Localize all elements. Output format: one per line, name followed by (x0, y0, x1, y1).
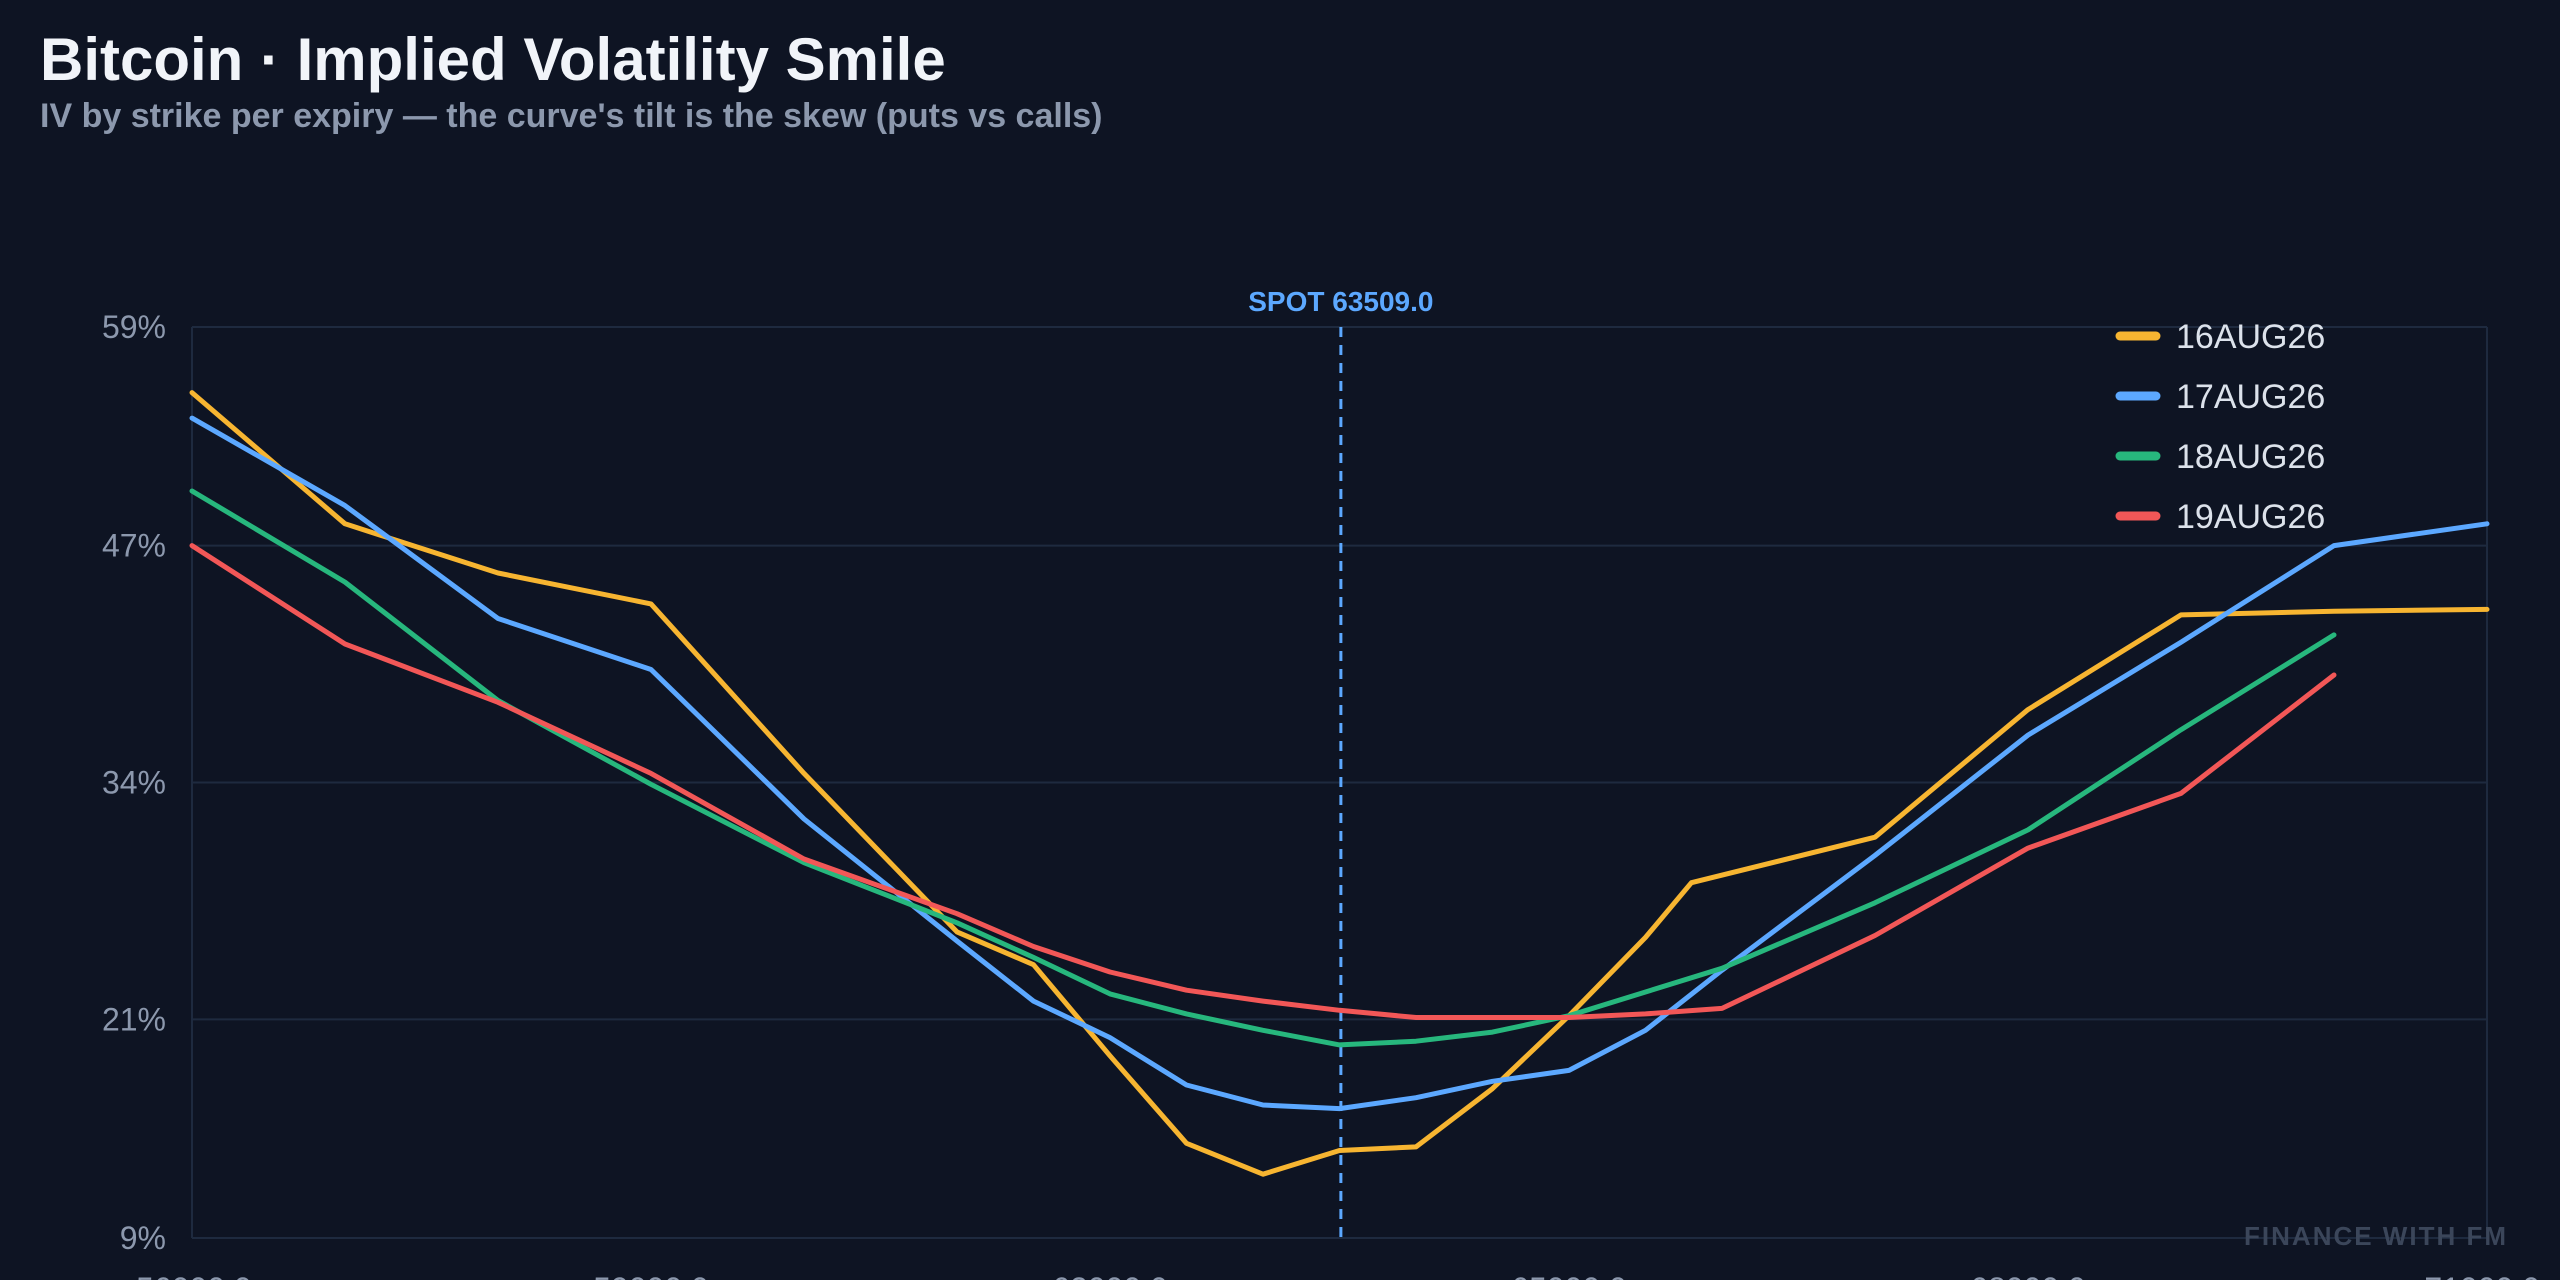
series-line-17aug26 (189, 415, 2490, 1112)
y-tick-label: 21% (102, 1001, 166, 1037)
spot-label: SPOT 63509.0 (1248, 286, 1433, 317)
y-tick-label: 47% (102, 528, 166, 564)
x-tick-label: 56000.0 (136, 1271, 252, 1280)
watermark-text: FINANCE WITH FM (2244, 1221, 2508, 1251)
x-tick-label: 62000.0 (1052, 1271, 1168, 1280)
x-tick-label: 65000.0 (1511, 1271, 1627, 1280)
series-line-16aug26 (189, 390, 2490, 1177)
y-tick-label: 34% (102, 765, 166, 801)
legend-label: 16AUG26 (2176, 318, 2325, 356)
x-tick-label: 59000.0 (593, 1271, 709, 1280)
spot-marker: SPOT 63509.0 (1248, 286, 1433, 1238)
chart-title: Bitcoin · Implied Volatility Smile (40, 26, 946, 93)
x-axis-ticks: 56000.0 59000.0 62000.0 65000.0 68000.0 71000… (136, 1271, 2540, 1280)
legend-label: 19AUG26 (2176, 498, 2325, 536)
y-tick-label: 9% (120, 1220, 166, 1256)
y-tick-label: 59% (102, 309, 166, 345)
series-line-19aug26 (189, 543, 2337, 1020)
y-axis-ticks: 9% 21% 34% 47% 59% (102, 309, 166, 1256)
series-line-18aug26 (189, 488, 2337, 1048)
legend: 16AUG26 17AUG26 18AUG26 19AUG26 (2115, 318, 2325, 536)
legend-label: 18AUG26 (2176, 438, 2325, 476)
series-lines (189, 390, 2490, 1177)
x-tick-label: 71000.0 (2424, 1271, 2540, 1280)
chart-subtitle: IV by strike per expiry — the curve's ti… (40, 97, 1103, 135)
legend-label: 17AUG26 (2176, 378, 2325, 416)
x-tick-label: 68000.0 (1970, 1271, 2086, 1280)
